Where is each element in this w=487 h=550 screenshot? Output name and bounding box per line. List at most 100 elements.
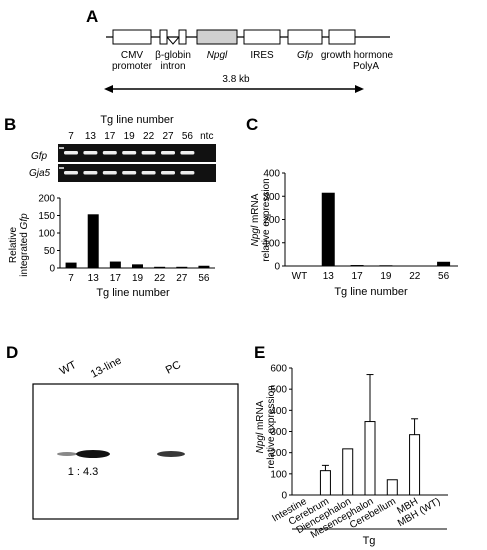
ylabel-gfp: Gfp [19,213,30,230]
bar-cerebellum [386,479,398,496]
chart-b: 0 50 100 150 200 7 13 17 19 22 27 56 [38,194,215,284]
bar-19 [132,264,143,269]
y-tick-label: 0 [274,262,280,273]
polya-box [328,29,356,45]
panel-e-ylabel-line1: Npgl mRNA [255,400,266,453]
gel-bands [59,147,195,175]
panel-e-ylabel-line2: relative expression [266,385,277,468]
bar-diencephalon [342,448,354,496]
gfp-label: Gfp [297,50,314,61]
ires-label: IRES [250,50,274,61]
panel-b-ylabel-line2: integrated Gfp [19,213,30,277]
ylabel-integrated: integrated [19,229,30,276]
gja5-band [64,171,78,175]
gel-header: Tg line number [100,114,174,126]
gfp-band [83,151,98,155]
gel-row-gja5: Gja5 [29,168,51,179]
gja5-band [180,171,195,175]
western-lane-label: 13-line [89,355,124,381]
gel-image-gja5 [58,164,216,182]
bar-27 [176,266,188,269]
ylabel-mrna: mRNA [250,193,261,226]
ylabel-mrna: mRNA [255,400,266,433]
bar-cerebrum [319,470,331,496]
ladder-band [59,167,64,169]
gja5-band [102,171,117,175]
gel-lane-label: 27 [162,131,174,142]
x-tick-label: 19 [380,271,392,282]
y-tick-label: 500 [270,385,287,396]
size-arrow-left-head [104,85,113,93]
x-tick-label: 13 [88,273,100,284]
gel-row-gfp: Gfp [31,151,48,162]
bar-56 [198,265,210,269]
y-tick-label: 200 [263,215,280,226]
construct-size-label: 3.8 kb [222,74,250,85]
panel-d-letter: D [6,343,18,362]
wt-band [57,452,77,456]
gfp-band [180,151,195,155]
x-tick-label: WT [292,271,308,282]
y-tick-label: 0 [49,264,55,275]
npgl-box [196,29,238,45]
panel-a: A CMV promoter β-globin intron Npgl IRES… [86,7,394,93]
y-tick-label: 100 [263,238,280,249]
bar-7 [65,262,77,269]
beta-globin-exon-left [159,29,168,45]
x-tick-label: 27 [176,273,188,284]
panel-c-letter: C [246,115,258,134]
y-tick-label: 200 [270,448,287,459]
x-tick-label: 7 [68,273,74,284]
chart-c: 0 100 200 300 400 WT 13 17 19 22 56 [263,169,458,282]
gfp-band [64,151,78,155]
beta-globin-label: β-globin [155,50,191,61]
gfp-band [102,151,117,155]
panel-c: C Npgl mRNA relative expression 0 100 200 3… [246,115,458,298]
cmv-label: CMV [121,50,144,61]
gfp-box [287,29,323,45]
gel-lane-label: 7 [68,131,74,142]
x-tick-label: 17 [352,271,364,282]
gel-lane-label: 22 [143,131,155,142]
polya-label: PolyA [353,61,379,72]
x-tick-label: 13 [323,271,335,282]
growth-hormone-label: growth hormone [321,50,394,61]
x-tick-label: 22 [154,273,166,284]
bar-mbh [409,434,421,496]
gel-lane-labels: 7 13 17 19 22 27 56 ntc [68,131,213,142]
x-tick-label: 56 [198,273,210,284]
intron-label: intron [160,61,185,72]
gja5-band [141,171,156,175]
y-tick-label: 100 [38,229,55,240]
y-tick-label: 200 [38,194,55,205]
y-tick-label: 400 [263,169,280,180]
ladder-band [59,147,64,149]
npgl-label: Npgl [207,50,228,61]
gfp-band [161,151,175,155]
gel-lane-label: ntc [200,131,213,142]
y-tick-label: 100 [270,469,287,480]
panel-e-letter: E [254,343,265,362]
western-lane-label: PC [164,359,183,377]
band-ratio: 1 : 4.3 [68,466,99,478]
line13-band [76,450,110,458]
beta-globin-intron-line [166,36,180,45]
ylabel-npgl: Npgl [250,225,261,246]
bar-mesencephalon [364,421,376,496]
beta-globin-exon-right [178,29,187,45]
y-tick-label: 150 [38,211,55,222]
gja5-band [161,171,175,175]
panel-c-ylabel-line2: relative expression [261,178,272,261]
x-tick-label: 19 [132,273,144,284]
panel-c-xlabel: Tg line number [334,286,408,298]
panel-b-letter: B [4,115,16,134]
gfp-band [141,151,156,155]
chart-e: 0100200300400500600IntestineCerebrumDien… [270,364,448,541]
y-tick-label: 50 [44,246,56,257]
ires-box [243,29,281,45]
x-tick-label: 17 [110,273,122,284]
panel-b-ylabel-line1: Relative [8,227,19,264]
panel-d: D WT 13-line PC 1 : 4.3 [6,343,239,520]
gel-lane-label: 56 [182,131,194,142]
cmv-promoter-box [112,29,152,45]
